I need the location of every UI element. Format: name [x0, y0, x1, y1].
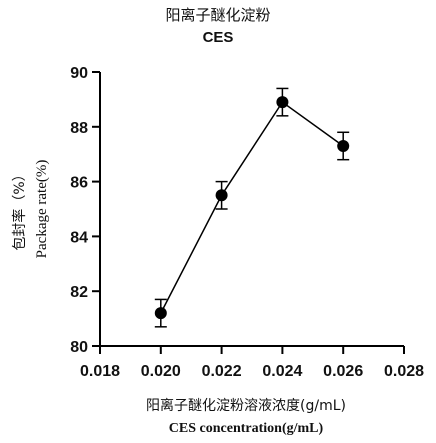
- data-point: [337, 139, 350, 152]
- x-tick-label: 0.024: [262, 363, 302, 380]
- y-tick-label: 86: [70, 175, 88, 192]
- x-tick-label: 0.026: [323, 363, 363, 380]
- x-axis-label: 阳离子醚化淀粉溶液浓度(g/mL): [146, 397, 346, 414]
- chart-title: 阳离子醚化淀粉: [165, 6, 270, 24]
- x-ticks: 0.018 0.020 0.022 0.024 0.026 0.028: [80, 346, 424, 380]
- y-tick-label: 82: [70, 284, 88, 301]
- data-series: [154, 87, 350, 328]
- y-tick-label: 84: [70, 229, 88, 246]
- x-tick-label: 0.028: [384, 363, 424, 380]
- y-tick-label: 90: [70, 65, 88, 82]
- x-tick-label: 0.022: [202, 363, 242, 380]
- y-tick-label: 80: [70, 339, 88, 356]
- series-line: [160, 101, 344, 314]
- data-point: [276, 96, 289, 109]
- y-ticks: 80 82 84 86 88 90: [70, 65, 100, 356]
- data-point: [215, 189, 228, 202]
- y-tick-label: 88: [70, 120, 88, 137]
- y-axis-label-en: Package rate(%): [34, 160, 50, 259]
- y-axis-label: 包封率（%）: [11, 167, 28, 250]
- chart-subtitle: CES: [203, 29, 234, 46]
- x-axis-label-en: CES concentration(g/mL): [169, 421, 324, 436]
- x-tick-label: 0.020: [141, 363, 181, 380]
- x-tick-label: 0.018: [80, 363, 120, 380]
- data-point: [154, 307, 167, 320]
